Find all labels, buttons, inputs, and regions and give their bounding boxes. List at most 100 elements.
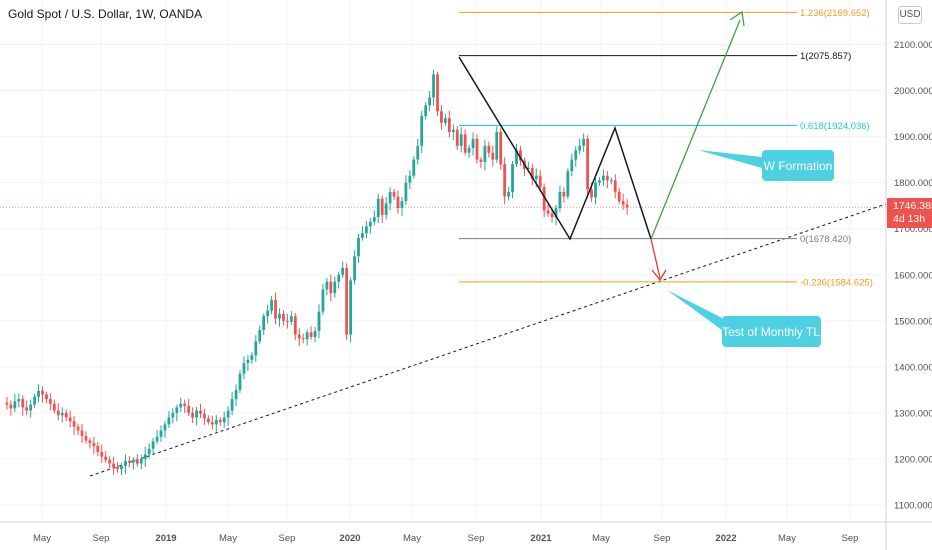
candle-body [155,436,159,442]
candle-body [203,413,206,419]
candle-body [301,338,305,340]
candle-body [313,330,317,337]
candle-body [384,203,388,215]
candle-body [52,403,56,411]
candle-body [361,233,364,238]
candle-body [289,316,293,322]
y-tick-label: 1100.000 [894,501,932,512]
y-tick-label: 2000.000 [894,86,932,97]
candle-body [171,412,175,418]
candle-body [428,97,431,106]
candle-body [131,459,135,463]
w-formation-lines [458,10,745,282]
candle-body [609,180,613,182]
fibonacci-levels: 1.236(2169.652) 1(2075.857) 0.618(1924.036… [459,8,873,288]
x-tick-label: Sep [842,533,859,544]
candle-body [96,446,100,453]
y-tick-label: 1900.000 [894,132,932,143]
candle-body [242,363,246,374]
candle-body [108,459,112,464]
candle-body [333,281,337,294]
fib-label: 1.236(2169.652) [800,8,870,19]
candle-body [349,280,352,335]
candle-body [104,456,108,460]
candle-body [13,401,17,409]
candle-body [341,267,345,275]
candle-body [187,405,191,413]
candle-body [5,402,9,405]
candle-body [499,131,503,165]
candle-body [519,150,522,161]
candle-body [210,422,214,425]
candle-body [151,441,155,449]
x-tick-label: 2022 [715,533,736,544]
candle-body [230,399,234,411]
callout-monthly-tl: Test of Monthly TL [722,325,820,339]
x-tick-label: 2021 [530,533,552,544]
x-tick-label: Sep [654,533,671,544]
candle-body [297,334,301,339]
currency-button[interactable]: USD [898,6,922,24]
callout-box [762,150,834,181]
y-tick-label: 1800.000 [894,178,932,189]
candle-body [507,191,510,197]
candle-body [554,207,558,218]
candle-body [337,274,341,282]
bar-countdown: 4d 13h [893,213,926,225]
y-tick-label: 1500.000 [894,316,932,327]
candle-body [400,201,404,208]
x-tick-label: Sep [279,533,296,544]
candle-body [558,191,562,208]
candle-body [222,417,226,423]
candle-body [467,148,471,153]
candle-body [380,198,384,215]
candle-body [179,403,183,408]
x-tick-label: May [778,533,796,544]
candle-body [412,159,416,176]
fib-label: 0(1678.420) [800,234,851,245]
candle-body [404,182,408,202]
candle-body [455,129,459,146]
candle-body [21,399,25,408]
candle-body [570,159,574,172]
callout-w-formation: W Formation [764,159,833,173]
candle-body [234,389,238,400]
x-tick-label: 2020 [339,533,360,544]
candle-body [262,316,266,331]
candle-body [594,182,597,198]
target-arrow-head [729,10,745,27]
candle-body [183,403,187,406]
candle-body [9,404,13,409]
candle-body [432,74,435,98]
candle-body [175,407,179,413]
x-tick-label: May [33,533,51,544]
candle-body [530,167,534,179]
candle-body [613,180,617,192]
candle-body [167,417,171,425]
y-tick-label: 1400.000 [894,362,932,373]
candle-body [574,150,578,160]
candle-body [463,134,467,153]
candle-body [562,191,566,197]
candle-body [309,332,313,337]
candle-body [286,320,289,322]
candle-body [550,213,554,218]
candle-body [416,145,420,160]
candle-body [49,399,52,404]
candle-body [41,390,44,395]
candle-body [305,332,309,340]
candle-body [515,150,518,165]
y-tick-label: 1700.000 [894,224,932,235]
candle-body [321,289,325,312]
x-tick-label: May [403,533,421,544]
candle-body [317,311,321,331]
candle-body [124,460,127,466]
candle-body [546,210,550,214]
candle-body [33,396,36,405]
candle-body [80,430,84,436]
candle-body [238,373,242,390]
last-price-value: 1746.385 [893,200,932,212]
candle-body [511,164,514,192]
x-tick-label: May [219,533,237,544]
